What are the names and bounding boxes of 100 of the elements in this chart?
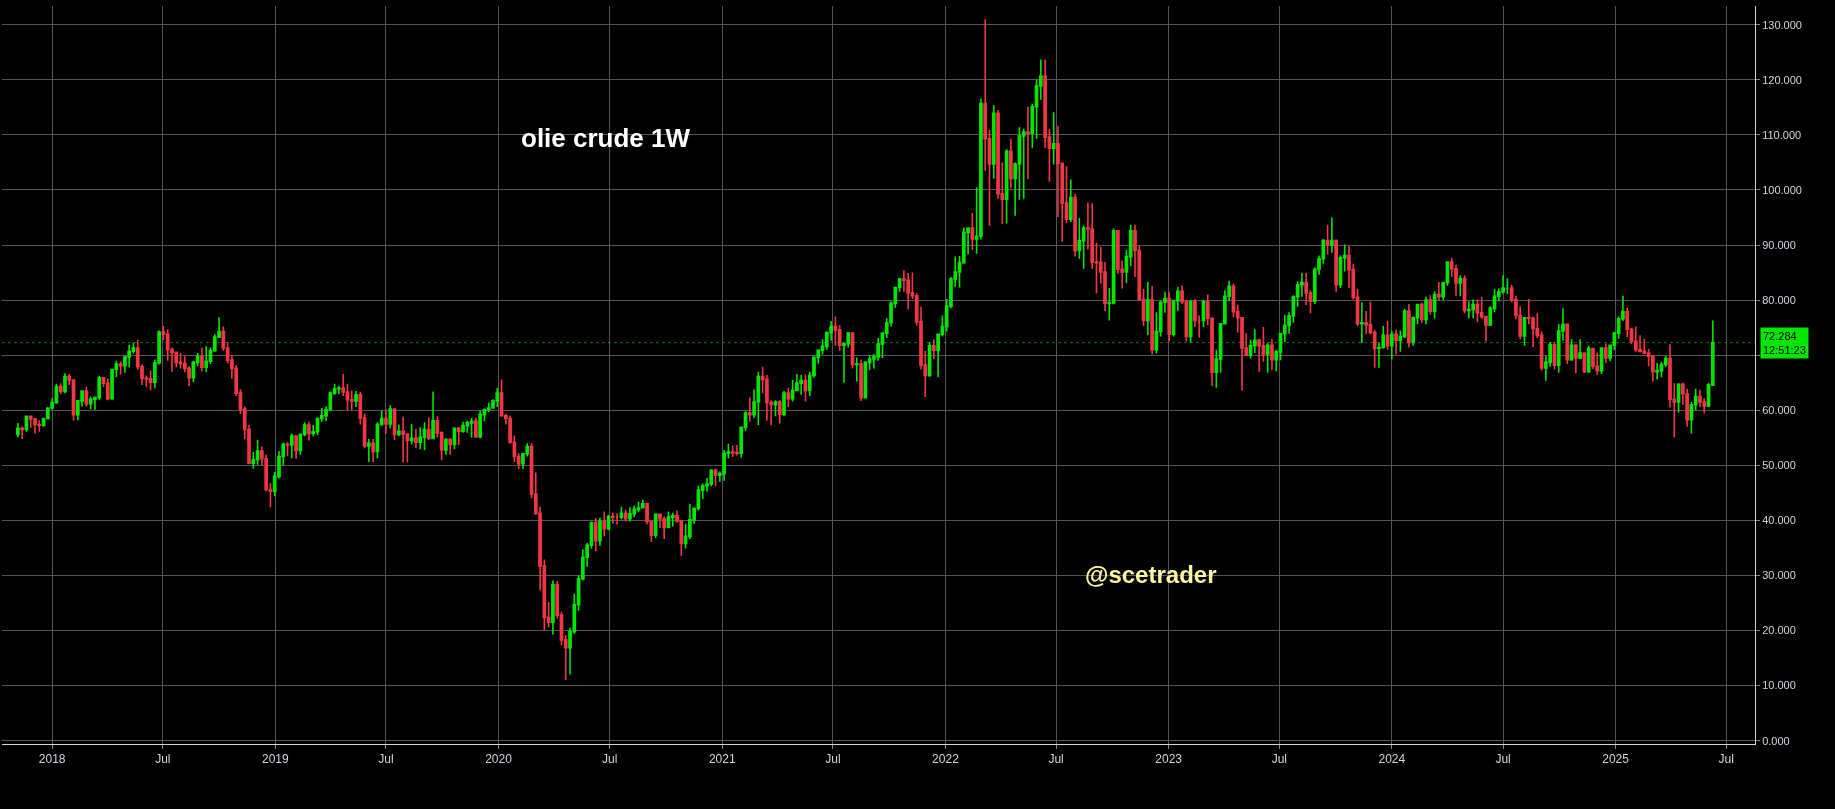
candlestick (118, 360, 123, 376)
candlestick (1073, 193, 1077, 258)
candlestick (37, 419, 42, 433)
candlestick (709, 468, 714, 488)
candlestick (610, 511, 615, 525)
candlestick (1389, 330, 1394, 360)
candlestick (1467, 300, 1471, 320)
x-tick-label: 2025 (1602, 752, 1630, 767)
candlestick (1574, 343, 1578, 375)
candlestick (1437, 281, 1441, 302)
candlestick (730, 444, 735, 458)
x-tick-label: Jul (1718, 752, 1734, 767)
x-tick-label: 2018 (38, 752, 66, 767)
candlestick (619, 505, 624, 521)
y-tick-label: 110.000 (1762, 128, 1802, 141)
candlestick (1385, 320, 1390, 351)
y-tick-label: 60.000 (1762, 404, 1796, 417)
x-tick-label: Jul (1048, 752, 1064, 767)
candlestick (1021, 128, 1026, 200)
candlestick (1265, 341, 1270, 374)
candlestick (833, 315, 838, 347)
y-tick-label: 130.000 (1762, 18, 1802, 31)
y-tick-label: 120.000 (1762, 73, 1802, 86)
candlestick (204, 345, 209, 374)
candlestick (773, 399, 778, 418)
y-tick-label: 90.000 (1762, 238, 1796, 251)
candlestick (16, 422, 20, 439)
candlestick (1394, 329, 1398, 356)
candlestick (1586, 345, 1591, 374)
candlestick (1150, 284, 1154, 356)
candlestick (1068, 178, 1073, 223)
candlestick (931, 338, 936, 360)
candlestick (1051, 111, 1056, 166)
y-tick-label: 100.000 (1762, 183, 1802, 196)
candlestick (1424, 295, 1428, 326)
annotation: @scetrader (1085, 561, 1217, 588)
candlestick (461, 421, 465, 434)
candlestick (495, 386, 500, 408)
x-tick-label: 2023 (1155, 752, 1183, 767)
candlestick (1360, 301, 1364, 344)
candlestick (782, 390, 786, 418)
candlestick (105, 378, 110, 402)
x-tick-label: Jul (1271, 752, 1287, 767)
x-tick-label: 2020 (485, 752, 513, 767)
candlestick (58, 382, 63, 396)
candlestick (289, 432, 294, 459)
candlestick (418, 426, 423, 451)
candlestick (384, 408, 388, 435)
candlestick (747, 396, 752, 423)
candlestick (632, 504, 637, 518)
candlestick (1407, 303, 1411, 349)
x-tick-label: 2024 (1378, 752, 1406, 767)
candlestick (200, 346, 204, 372)
candlestick (174, 351, 179, 369)
y-tick-label: 40.000 (1762, 514, 1796, 527)
candlestick (20, 425, 25, 440)
candlestick (367, 438, 371, 463)
candlestick (469, 417, 474, 439)
candlestick (431, 390, 435, 440)
candlestick (371, 438, 375, 463)
x-tick-label: Jul (378, 752, 394, 767)
candlestick (1330, 216, 1334, 254)
candlestick (1471, 298, 1475, 320)
candlestick (906, 272, 910, 311)
candlestick (662, 515, 667, 540)
candlestick (307, 421, 311, 442)
candlestick (1252, 328, 1257, 354)
candlestick (148, 369, 153, 392)
candlestick (670, 511, 675, 528)
candlestick (1685, 387, 1689, 428)
candlestick (294, 434, 298, 460)
candlestick (1334, 238, 1339, 293)
x-tick-label: 2021 (708, 752, 736, 767)
candlestick (713, 467, 718, 488)
candlestick (598, 516, 602, 547)
candlestick (1595, 351, 1600, 376)
candlestick (1458, 274, 1463, 298)
candlestick (465, 419, 470, 434)
x-tick-label: Jul (155, 752, 171, 767)
candlestick (1270, 337, 1274, 371)
text: olie crude 1W (521, 122, 691, 153)
candlestick (388, 404, 393, 430)
y-tick-label: 30.000 (1762, 569, 1796, 582)
candlestick (859, 358, 863, 402)
x-tick-label: 2019 (261, 752, 289, 767)
candlestick (354, 390, 358, 408)
candlestick (786, 386, 791, 408)
candlestick (623, 508, 628, 523)
candlestick (33, 417, 37, 435)
y-tick-label: 0.000 (1762, 734, 1790, 747)
candlestick (426, 416, 431, 441)
candlestick (1145, 281, 1150, 337)
candlestick (1565, 322, 1570, 365)
candlestick (628, 506, 632, 523)
candlestick (1428, 294, 1433, 316)
candlestick (422, 421, 427, 451)
candlestick (448, 437, 453, 456)
candlestick (854, 356, 859, 383)
y-tick-label: 10.000 (1762, 679, 1796, 692)
candlestick (777, 399, 782, 425)
